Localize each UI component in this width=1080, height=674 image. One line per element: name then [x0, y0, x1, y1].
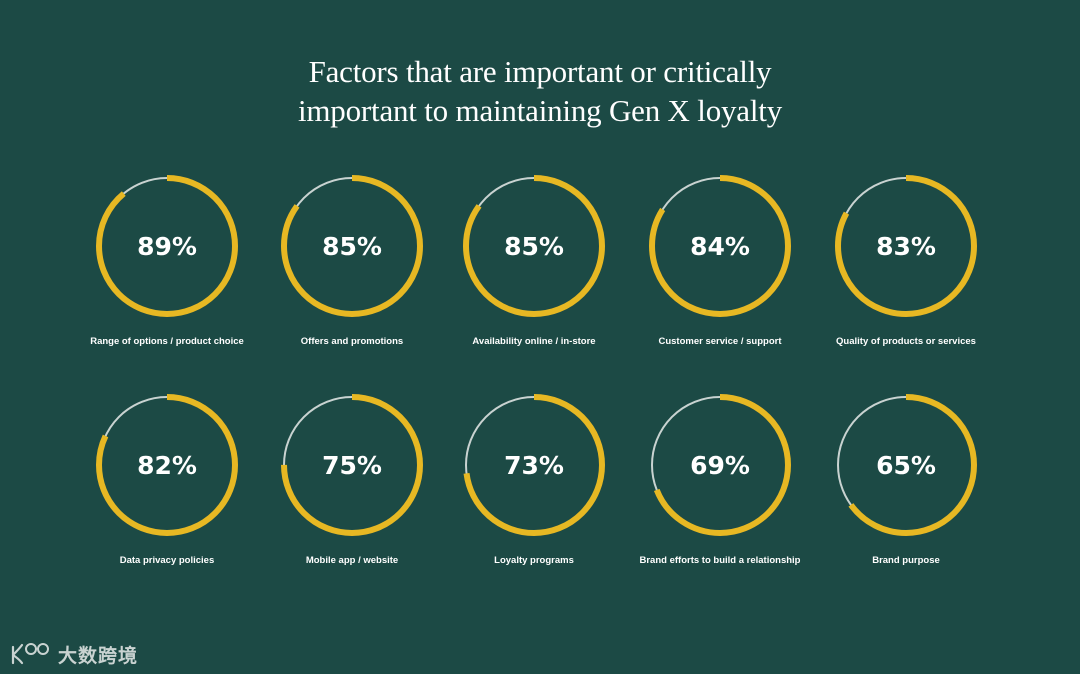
donut-value-arc [649, 175, 791, 317]
donut-value-arc [649, 394, 791, 536]
watermark-logo-icon [11, 643, 49, 665]
donut-value-arc [281, 175, 423, 317]
donut-1: 89% Range of options / product choice [90, 175, 244, 347]
donut-percent-label: 83% [876, 232, 936, 261]
donut-value-arc [96, 394, 238, 536]
chart-title: Factors that are important or critically… [0, 52, 1080, 130]
donut-percent-label: 73% [504, 451, 564, 480]
watermark: 大数跨境 [10, 640, 138, 668]
donut-2: 85% Offers and promotions [281, 175, 423, 347]
donut-category-label: Offers and promotions [301, 336, 403, 347]
donut-value-arc [835, 175, 977, 317]
donut-category-label: Customer service / support [658, 336, 782, 347]
donut-percent-label: 84% [690, 232, 750, 261]
donut-9: 69% Brand efforts to build a relationship [640, 394, 801, 566]
watermark-text: 大数跨境 [58, 644, 139, 667]
donut-percent-label: 75% [322, 451, 382, 480]
donut-percent-label: 69% [690, 451, 750, 480]
donut-3: 85% Availability online / in-store [463, 175, 605, 347]
donut-10: 65% Brand purpose [835, 394, 977, 566]
donut-category-label: Availability online / in-store [472, 336, 595, 347]
donut-value-arc [281, 394, 423, 536]
donut-7: 75% Mobile app / website [281, 394, 423, 566]
donut-percent-label: 65% [876, 451, 936, 480]
donut-value-arc [463, 175, 605, 317]
donut-4: 84% Customer service / support [649, 175, 791, 347]
chart-title-line-2: important to maintaining Gen X loyalty [297, 93, 782, 128]
donut-5: 83% Quality of products or services [835, 175, 977, 347]
donut-percent-label: 89% [137, 232, 197, 261]
donut-category-label: Brand purpose [872, 555, 940, 566]
donut-category-label: Quality of products or services [836, 336, 976, 347]
donut-category-label: Mobile app / website [306, 555, 398, 566]
chart-title-line-1: Factors that are important or critically [308, 54, 772, 89]
donut-category-label: Loyalty programs [494, 555, 574, 566]
donut-value-arc [835, 394, 977, 536]
donut-category-label: Range of options / product choice [90, 336, 244, 347]
donut-percent-label: 85% [504, 232, 564, 261]
donut-8: 73% Loyalty programs [463, 394, 605, 566]
donut-value-arc [96, 175, 238, 317]
donut-category-label: Brand efforts to build a relationship [640, 555, 801, 566]
donut-value-arc [463, 394, 605, 536]
donut-percent-label: 82% [137, 451, 197, 480]
donut-category-label: Data privacy policies [120, 555, 215, 566]
donut-6: 82% Data privacy policies [96, 394, 238, 566]
donut-percent-label: 85% [322, 232, 382, 261]
